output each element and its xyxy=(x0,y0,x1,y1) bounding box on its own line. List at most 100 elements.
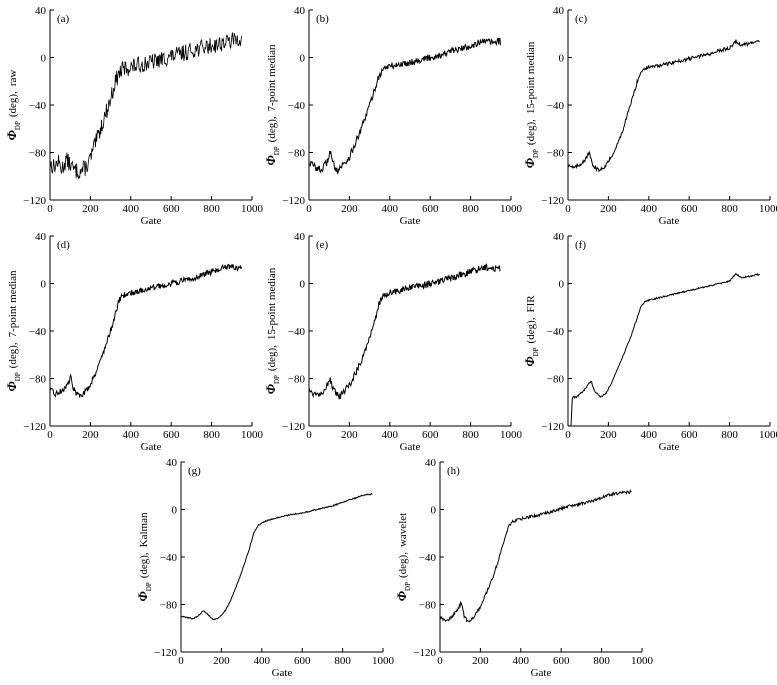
y-axis-title: ΦDP (deg), 15-point median xyxy=(263,267,281,394)
x-axis-title: Gate xyxy=(141,215,162,227)
x-tick-label: 1000 xyxy=(631,655,654,667)
x-tick-label: 600 xyxy=(681,429,698,441)
panel-a: 0 200 400 600 800 1000 −120 −80 −40 0 40 Gate (a) ΦDP… xyxy=(4,5,264,227)
y-tick-label: −40 xyxy=(29,100,47,112)
x-tick-label: 800 xyxy=(721,429,738,441)
y-tick-label: −40 xyxy=(160,552,178,564)
y-tick-label: 0 xyxy=(300,279,306,291)
y-tick-label: 40 xyxy=(425,457,437,469)
unit-label: (deg), xyxy=(7,342,19,368)
series-line-g xyxy=(180,493,373,621)
method-label: wavelet xyxy=(397,513,409,547)
panel-label: (b) xyxy=(316,13,329,25)
x-tick-label: 800 xyxy=(593,655,610,667)
y-tick-label: 40 xyxy=(294,5,306,17)
panel-label: (h) xyxy=(447,465,460,477)
phi-subscript: DP xyxy=(532,347,540,356)
x-tick-label: 1000 xyxy=(241,429,264,441)
y-tick-label: −120 xyxy=(282,421,305,433)
unit-label: (deg), xyxy=(7,91,19,117)
y-tick-label: −120 xyxy=(23,195,46,207)
panel-f: 0 200 400 600 800 1000 −120 −80 −40 0 40 Gate (f) ΦDP… xyxy=(522,231,777,453)
x-tick-label: 200 xyxy=(82,429,99,441)
x-tick-label: 800 xyxy=(203,429,220,441)
series-line-b xyxy=(308,37,501,175)
unit-label: (deg), xyxy=(525,119,537,145)
x-tick-label: 600 xyxy=(553,655,570,667)
phi-symbol: Φ xyxy=(135,591,150,602)
y-tick-label: −40 xyxy=(288,100,306,112)
method-label: 15-point median xyxy=(266,267,278,340)
y-axis-title: ΦDP (deg), wavelet xyxy=(394,513,412,601)
y-axis-title: ΦDP (deg), 7-point median xyxy=(4,270,22,392)
phi-symbol: Φ xyxy=(4,129,19,140)
x-tick-label: 400 xyxy=(641,203,658,215)
x-tick-label: 1000 xyxy=(241,203,264,215)
x-tick-label: 0 xyxy=(47,203,53,215)
y-tick-label: −80 xyxy=(29,148,47,160)
x-axis-title: Gate xyxy=(141,441,162,453)
panel-h: 0 200 400 600 800 1000 −120 −80 −40 0 40 Gate (h) ΦDP… xyxy=(394,457,654,679)
unit-label: (deg), xyxy=(397,552,409,578)
y-tick-label: 0 xyxy=(559,53,565,65)
x-tick-label: 1000 xyxy=(500,429,523,441)
x-tick-label: 1000 xyxy=(372,655,395,667)
y-tick-label: −40 xyxy=(547,100,565,112)
panel-label: (g) xyxy=(188,465,201,477)
y-tick-label: 0 xyxy=(41,53,47,65)
x-tick-label: 800 xyxy=(334,655,351,667)
x-tick-label: 600 xyxy=(681,203,698,215)
x-tick-label: 1000 xyxy=(500,203,523,215)
y-tick-label: 40 xyxy=(166,457,178,469)
y-tick-label: 0 xyxy=(559,279,565,291)
x-axis-title: Gate xyxy=(531,667,552,679)
method-label: 15-point median xyxy=(525,41,537,114)
x-tick-label: 200 xyxy=(600,203,617,215)
method-label: raw xyxy=(7,70,19,87)
x-tick-label: 600 xyxy=(422,203,439,215)
y-tick-label: −80 xyxy=(160,600,178,612)
phi-subscript: DP xyxy=(14,372,22,381)
y-tick-label: −120 xyxy=(23,421,46,433)
x-tick-label: 600 xyxy=(163,429,180,441)
y-tick-label: −80 xyxy=(29,374,47,386)
panel-b: 0 200 400 600 800 1000 −120 −80 −40 0 40 Gate (b) ΦDP… xyxy=(263,5,523,227)
x-tick-label: 800 xyxy=(462,203,479,215)
y-tick-label: −120 xyxy=(541,421,564,433)
y-tick-label: −40 xyxy=(419,552,437,564)
x-axis-title: Gate xyxy=(400,215,421,227)
y-tick-label: −80 xyxy=(547,148,565,160)
x-tick-label: 200 xyxy=(600,429,617,441)
unit-label: (deg), xyxy=(138,552,150,578)
phi-symbol: Φ xyxy=(263,155,278,166)
series-line-e xyxy=(308,263,501,400)
y-axis-title: ΦDP (deg), 15-point median xyxy=(522,41,540,168)
x-axis-title: Gate xyxy=(272,667,293,679)
panel-label: (a) xyxy=(57,13,70,25)
x-tick-label: 1000 xyxy=(759,429,777,441)
phi-subscript: DP xyxy=(145,582,153,591)
y-tick-label: −40 xyxy=(29,326,47,338)
x-tick-label: 400 xyxy=(641,429,658,441)
x-axis-title: Gate xyxy=(659,215,680,227)
x-tick-label: 400 xyxy=(382,203,399,215)
phi-symbol: Φ xyxy=(394,590,409,601)
method-label: 7-point median xyxy=(7,270,19,337)
panel-c: 0 200 400 600 800 1000 −120 −80 −40 0 40 Gate (c) ΦDP… xyxy=(522,5,777,227)
x-tick-label: 1000 xyxy=(759,203,777,215)
unit-label: (deg), xyxy=(266,116,278,142)
y-tick-label: −120 xyxy=(413,647,436,659)
y-tick-label: −40 xyxy=(547,326,565,338)
y-axis-title: ΦDP (deg), 7-point median xyxy=(263,44,281,166)
x-tick-label: 800 xyxy=(462,429,479,441)
y-tick-label: −80 xyxy=(419,600,437,612)
phi-subscript: DP xyxy=(532,149,540,158)
x-tick-label: 600 xyxy=(163,203,180,215)
x-tick-label: 600 xyxy=(294,655,311,667)
x-tick-label: 600 xyxy=(422,429,439,441)
x-tick-label: 0 xyxy=(306,203,312,215)
y-tick-label: −80 xyxy=(288,374,306,386)
y-tick-label: 40 xyxy=(294,231,306,243)
y-tick-label: 40 xyxy=(35,231,47,243)
